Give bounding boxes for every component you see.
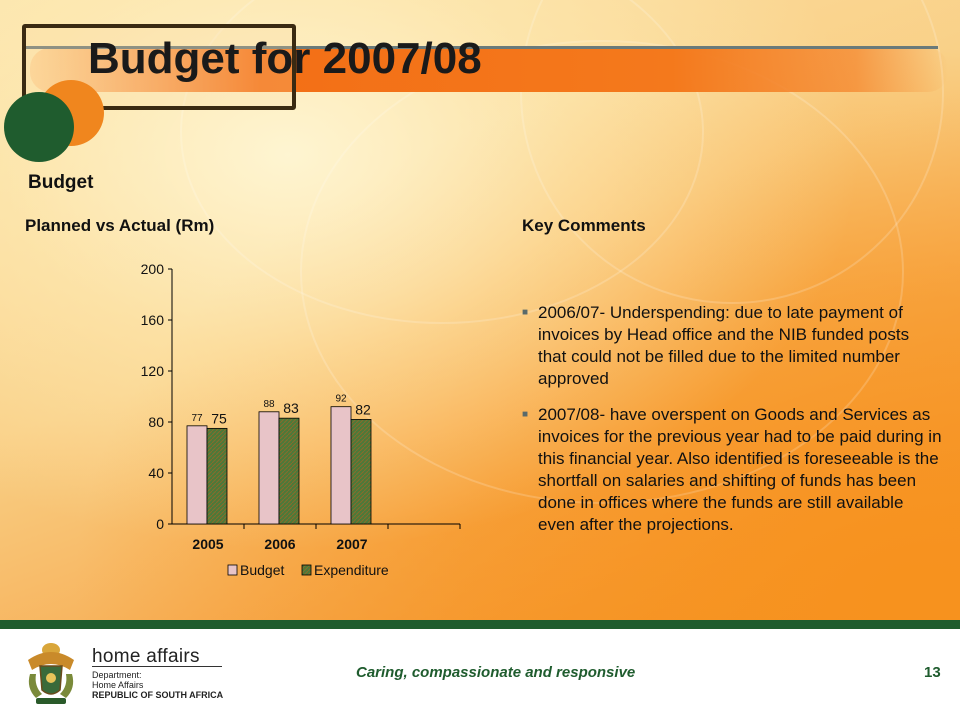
y-tick-label: 40: [148, 465, 164, 481]
title-frame: [22, 24, 296, 110]
coat-of-arms-icon: [28, 643, 74, 704]
section-title: Budget: [28, 172, 94, 193]
legend-swatch-budget: [227, 564, 238, 576]
footer-motto: Caring, compassionate and responsive: [356, 664, 636, 681]
bullet-marker: ■: [522, 409, 529, 420]
title-divider-line: [22, 46, 938, 49]
budget-bar-chart: 0 40 80 120 160 200 77 75 2005 88 83 2006 92 82 2007 Bu…: [141, 261, 461, 578]
data-label-expenditure: 82: [355, 401, 371, 417]
legend-swatch-expenditure: [301, 564, 312, 576]
green-circle-decoration: [4, 92, 74, 162]
comment-text: 2006/07- Underspending: due to late paym…: [538, 303, 910, 388]
bar-expenditure: [278, 417, 300, 525]
bar-budget: [330, 406, 352, 525]
slide-background: [0, 0, 960, 620]
y-tick-label: 200: [141, 261, 165, 277]
legend-label-expenditure: Expenditure: [314, 562, 389, 578]
list-item: ■ 2007/08- have overspent on Goods and S…: [522, 404, 942, 536]
bar-expenditure: [350, 419, 372, 525]
x-tick-label: 2005: [192, 536, 223, 552]
comments-list: ■ 2006/07- Underspending: due to late pa…: [522, 302, 942, 550]
x-tick-label: 2007: [336, 536, 367, 552]
y-tick-label: 120: [141, 363, 165, 379]
bullet-marker: ■: [522, 307, 529, 318]
comments-heading: Key Comments: [522, 216, 646, 235]
footer: [0, 629, 960, 720]
y-tick-label: 0: [156, 516, 164, 532]
org-subtitle: Department: Home Affairs REPUBLIC OF SOU…: [92, 670, 223, 700]
org-sub-line: Department:: [92, 670, 142, 680]
data-label-budget: 77: [191, 413, 203, 424]
x-tick-label: 2006: [264, 536, 295, 552]
org-sub-line: REPUBLIC OF SOUTH AFRICA: [92, 690, 224, 700]
bar-budget: [258, 411, 280, 525]
slide-title: Budget for 2007/08: [88, 34, 482, 83]
data-label-budget: 88: [263, 399, 275, 410]
list-item: ■ 2006/07- Underspending: due to late pa…: [522, 302, 942, 390]
logo-divider: [92, 666, 222, 667]
data-label-expenditure: 83: [283, 400, 299, 416]
data-label-expenditure: 75: [211, 410, 227, 426]
comment-text: 2007/08- have overspent on Goods and Ser…: [538, 405, 942, 534]
footer-band: [0, 620, 960, 629]
chart-heading: Planned vs Actual (Rm): [25, 216, 215, 235]
org-sub-line: Home Affairs: [92, 680, 144, 690]
y-tick-label: 80: [148, 414, 164, 430]
bar-expenditure: [206, 427, 228, 525]
page-number: 13: [924, 664, 941, 681]
title-brush-stroke: [30, 48, 948, 92]
data-label-budget: 92: [335, 394, 347, 405]
bar-budget: [186, 425, 208, 525]
y-tick-label: 160: [141, 312, 165, 328]
org-name: home affairs: [92, 646, 200, 667]
legend-label-budget: Budget: [240, 562, 284, 578]
